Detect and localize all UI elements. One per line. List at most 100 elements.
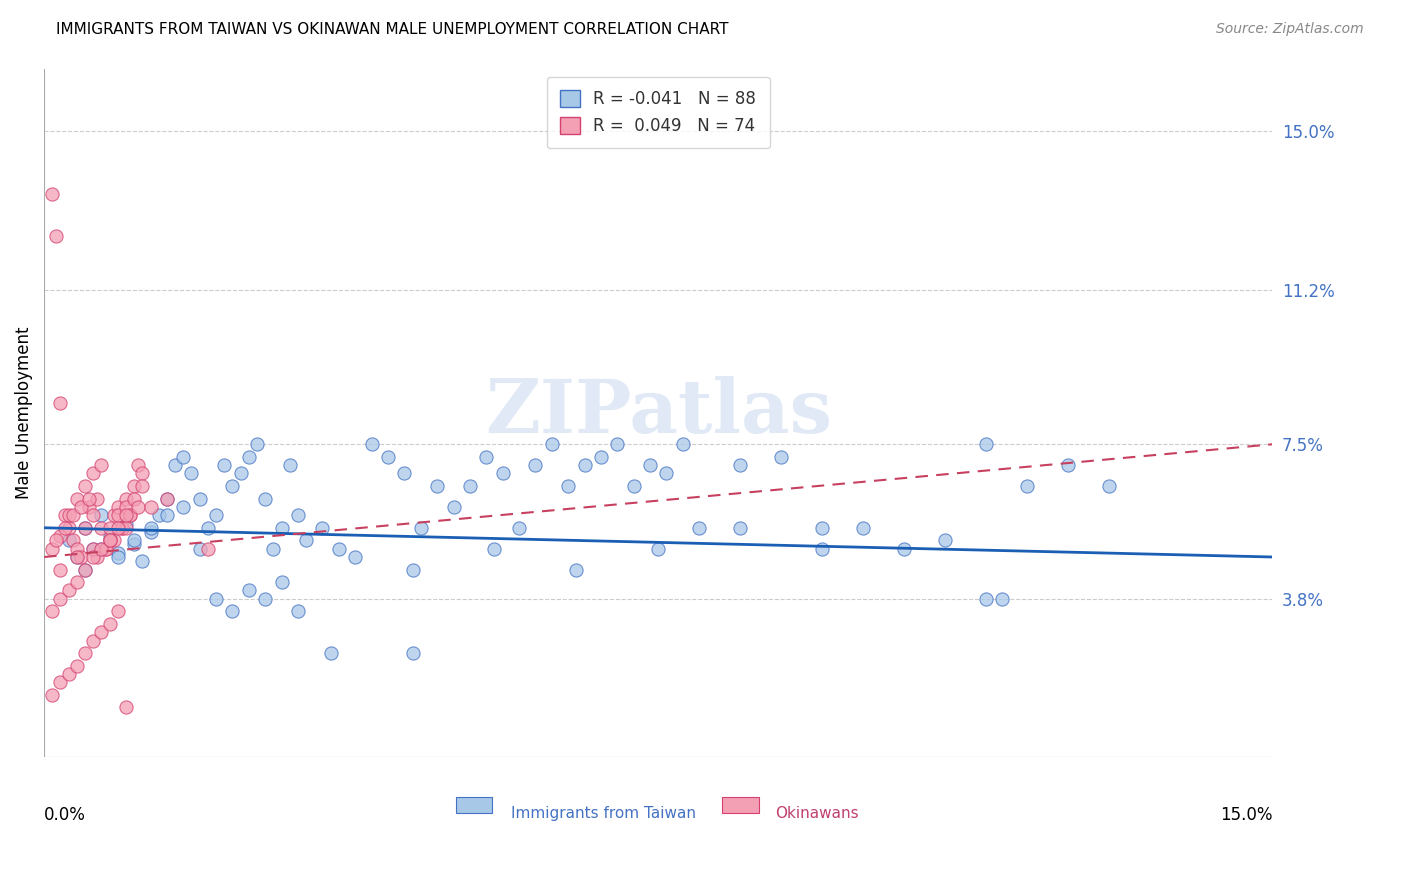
Point [90, 541, 112, 556]
Point [811, 541, 834, 556]
Point [344, 549, 367, 564]
Point [115, 491, 138, 506]
Point [70, 549, 93, 564]
Point [122, 479, 145, 493]
Point [49, 562, 72, 576]
Point [94, 541, 117, 556]
Point [254, 491, 277, 506]
Point [458, 479, 481, 493]
Point [49, 529, 72, 543]
Point [508, 521, 530, 535]
Point [1015, 479, 1038, 493]
Point [524, 458, 547, 472]
Point [66, 575, 89, 590]
Point [82, 467, 104, 481]
Point [66, 549, 89, 564]
Point [974, 591, 997, 606]
Point [409, 521, 432, 535]
Point [262, 541, 284, 556]
Point [94, 541, 117, 556]
Point [53, 508, 76, 523]
FancyBboxPatch shape [456, 797, 492, 813]
Point [82, 549, 104, 564]
Point [475, 450, 498, 464]
Point [90, 508, 112, 523]
Point [103, 533, 125, 548]
Point [180, 467, 202, 481]
Point [66, 491, 89, 506]
Point [82, 541, 104, 556]
Point [107, 604, 129, 618]
Point [107, 500, 129, 514]
Point [66, 549, 89, 564]
Point [120, 508, 142, 523]
Point [131, 467, 153, 481]
Point [73, 521, 96, 535]
Point [131, 554, 153, 568]
Text: Immigrants from Taiwan: Immigrants from Taiwan [510, 805, 696, 821]
Point [728, 458, 751, 472]
Point [49, 591, 72, 606]
Point [311, 521, 333, 535]
Point [606, 437, 628, 451]
Point [49, 395, 72, 409]
Point [139, 521, 162, 535]
Point [86, 491, 108, 506]
Point [484, 541, 506, 556]
Point [688, 521, 710, 535]
Point [120, 508, 142, 523]
Point [90, 521, 112, 535]
Point [62, 508, 84, 523]
Text: 15.0%: 15.0% [1220, 805, 1272, 823]
Point [111, 521, 134, 535]
Point [655, 467, 678, 481]
Point [156, 491, 179, 506]
Point [638, 458, 661, 472]
Point [589, 450, 612, 464]
Point [58, 533, 80, 548]
Point [221, 604, 243, 618]
Point [565, 562, 588, 576]
Point [77, 500, 100, 514]
Point [212, 458, 235, 472]
Point [122, 533, 145, 548]
Point [287, 508, 309, 523]
Point [156, 508, 179, 523]
Point [90, 541, 112, 556]
Point [98, 533, 121, 548]
Point [139, 500, 162, 514]
Point [107, 546, 129, 560]
Point [115, 700, 138, 714]
FancyBboxPatch shape [723, 797, 759, 813]
Point [426, 479, 449, 493]
Point [205, 508, 228, 523]
Point [107, 549, 129, 564]
Point [278, 458, 301, 472]
Point [221, 479, 243, 493]
Point [360, 437, 382, 451]
Point [73, 521, 96, 535]
Point [229, 467, 252, 481]
Point [77, 491, 100, 506]
Point [401, 562, 423, 576]
Point [98, 616, 121, 631]
Point [127, 458, 149, 472]
Point [70, 500, 93, 514]
Point [82, 508, 104, 523]
Point [45, 228, 67, 243]
Point [41, 688, 63, 702]
Point [811, 521, 834, 535]
Point [197, 521, 219, 535]
Point [270, 575, 292, 590]
Point [287, 604, 309, 618]
Point [98, 533, 121, 548]
Point [115, 508, 138, 523]
Point [623, 479, 645, 493]
Point [319, 646, 342, 660]
Point [205, 591, 228, 606]
Point [672, 437, 695, 451]
Point [111, 521, 134, 535]
Point [131, 479, 153, 493]
Point [82, 633, 104, 648]
Point [991, 591, 1014, 606]
